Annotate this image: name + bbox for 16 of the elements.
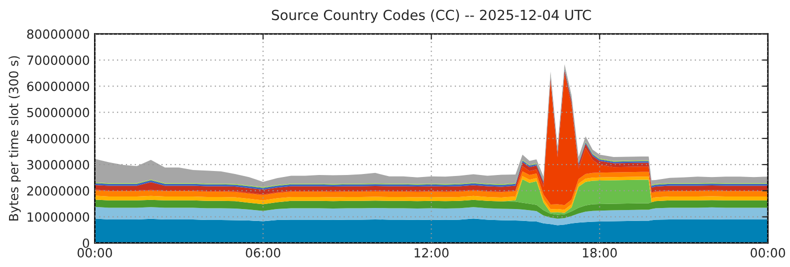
y-axis-title: Bytes per time slot (300 s)	[8, 56, 21, 221]
y-tick-label: 80000000	[27, 29, 90, 39]
y-tick-label: 40000000	[26, 134, 90, 144]
x-tick-label: 12:00	[414, 248, 449, 258]
y-tick-label: 20000000	[27, 186, 90, 196]
chart-title: Source Country Codes (CC) -- 2025-12-04 UTC	[272, 9, 591, 23]
y-tick-label: 70000000	[27, 56, 90, 65]
x-tick-label: 06:00	[246, 248, 280, 258]
x-tick-label: 18:00	[582, 248, 617, 258]
y-tick-label: 0	[82, 238, 90, 248]
y-tick-label: 30000000	[27, 160, 90, 170]
x-tick-label: 00:00	[78, 248, 112, 258]
y-tick-label: 10000000	[28, 212, 90, 222]
y-tick-label: 50000000	[27, 108, 90, 118]
y-tick-label: 60000000	[27, 82, 90, 92]
x-tick-label: 00:00	[750, 248, 786, 258]
